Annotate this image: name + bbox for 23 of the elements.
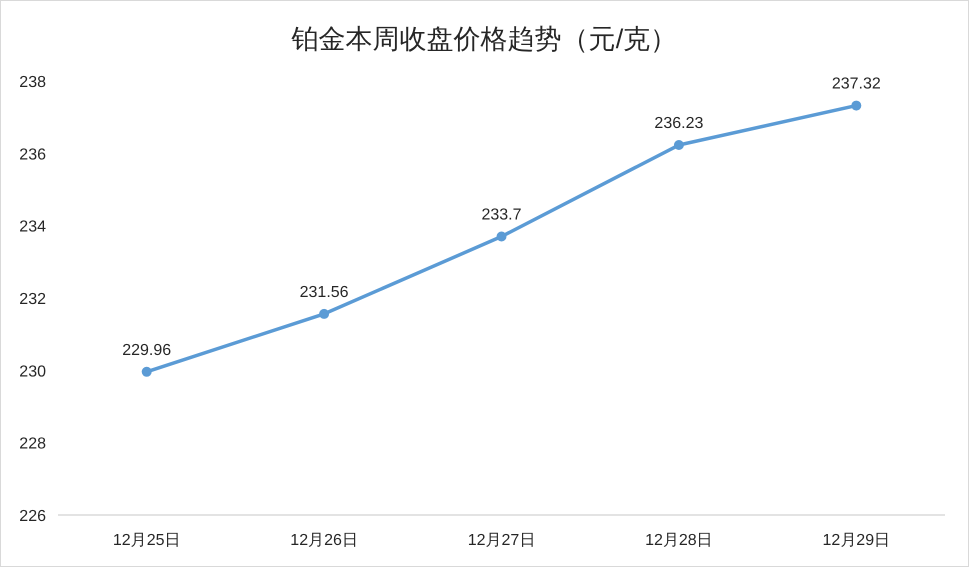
- data-label: 237.32: [832, 76, 881, 93]
- x-tick-label: 12月29日: [822, 532, 890, 549]
- point: [142, 366, 152, 377]
- data-label: 236.23: [654, 115, 704, 132]
- point: [674, 140, 684, 150]
- y-tick-label: 234: [19, 218, 46, 236]
- y-tick-label: 230: [19, 363, 46, 380]
- x-tick-label: 12月26日: [290, 532, 358, 549]
- data-label: 233.7: [481, 206, 522, 224]
- x-tick-label: 12月27日: [468, 532, 536, 549]
- y-tick-label: 232: [19, 291, 46, 308]
- data-label: 231.56: [300, 284, 349, 301]
- y-tick-label: 228: [19, 436, 46, 453]
- y-tick-label: 226: [19, 508, 46, 525]
- point: [496, 232, 506, 242]
- point: [851, 100, 862, 111]
- x-tick-label: 12月25日: [112, 532, 180, 549]
- x-tick-label: 12月28日: [645, 532, 713, 549]
- y-tick-label: 236: [19, 146, 46, 164]
- point: [319, 308, 330, 319]
- chart-title: 铂金本周收盘价格趋势（元/克）: [290, 24, 678, 54]
- y-tick-label: 238: [19, 74, 46, 91]
- data-label: 229.96: [122, 342, 172, 359]
